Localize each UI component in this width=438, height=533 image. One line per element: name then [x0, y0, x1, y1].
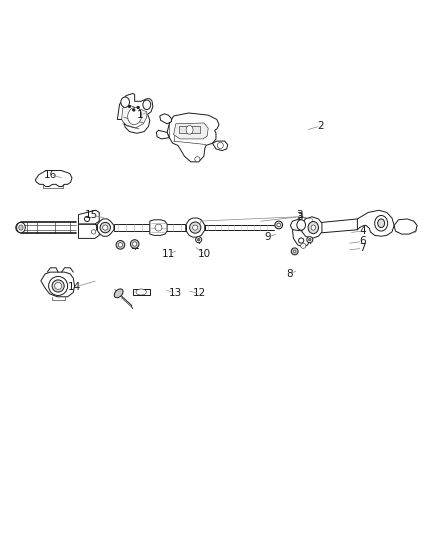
Polygon shape — [293, 230, 310, 247]
Ellipse shape — [299, 238, 304, 243]
Text: 9: 9 — [264, 232, 271, 242]
Polygon shape — [35, 171, 72, 187]
Text: 14: 14 — [67, 282, 81, 292]
Ellipse shape — [198, 238, 200, 241]
Polygon shape — [173, 123, 208, 139]
Ellipse shape — [133, 109, 135, 111]
Ellipse shape — [378, 219, 385, 228]
Polygon shape — [394, 219, 417, 234]
Ellipse shape — [193, 225, 198, 230]
Ellipse shape — [133, 242, 137, 246]
Text: 8: 8 — [286, 269, 293, 279]
Ellipse shape — [92, 230, 96, 234]
Ellipse shape — [85, 216, 90, 222]
Ellipse shape — [143, 100, 151, 109]
Ellipse shape — [102, 225, 108, 230]
Ellipse shape — [291, 248, 298, 255]
Polygon shape — [179, 126, 201, 133]
Polygon shape — [156, 130, 169, 139]
Ellipse shape — [217, 142, 223, 149]
Ellipse shape — [196, 237, 202, 243]
Text: 2: 2 — [317, 121, 324, 131]
Ellipse shape — [118, 243, 123, 247]
Ellipse shape — [128, 108, 141, 125]
Ellipse shape — [190, 222, 201, 233]
Ellipse shape — [186, 126, 193, 134]
Ellipse shape — [19, 225, 23, 230]
Ellipse shape — [308, 238, 311, 241]
Ellipse shape — [195, 157, 200, 162]
Ellipse shape — [116, 240, 125, 249]
Ellipse shape — [52, 280, 64, 292]
Ellipse shape — [155, 224, 162, 231]
Ellipse shape — [297, 220, 305, 230]
Ellipse shape — [308, 222, 318, 233]
Ellipse shape — [293, 250, 296, 253]
Polygon shape — [78, 224, 99, 238]
Polygon shape — [290, 217, 309, 232]
Text: 10: 10 — [198, 249, 211, 260]
Polygon shape — [186, 218, 205, 237]
Ellipse shape — [311, 225, 315, 230]
Ellipse shape — [307, 237, 313, 243]
Text: 6: 6 — [359, 237, 366, 246]
Ellipse shape — [275, 221, 283, 229]
Text: 3: 3 — [296, 212, 302, 222]
Ellipse shape — [100, 222, 110, 233]
Polygon shape — [150, 220, 167, 236]
Ellipse shape — [128, 105, 131, 108]
Polygon shape — [78, 211, 99, 224]
Ellipse shape — [137, 106, 139, 109]
Polygon shape — [133, 289, 150, 295]
Polygon shape — [97, 219, 114, 236]
Ellipse shape — [17, 222, 25, 233]
Text: 7: 7 — [359, 244, 366, 253]
Polygon shape — [357, 211, 394, 236]
Ellipse shape — [277, 223, 280, 227]
Ellipse shape — [136, 289, 146, 295]
Ellipse shape — [131, 240, 139, 248]
Polygon shape — [122, 104, 147, 128]
Text: 16: 16 — [44, 170, 57, 180]
Text: 13: 13 — [169, 288, 182, 298]
Ellipse shape — [301, 243, 306, 248]
Polygon shape — [212, 141, 228, 151]
Ellipse shape — [114, 289, 123, 298]
Text: 11: 11 — [161, 249, 175, 260]
Text: 4: 4 — [359, 226, 366, 236]
Ellipse shape — [374, 215, 388, 231]
Polygon shape — [41, 272, 74, 297]
Text: 1: 1 — [137, 110, 144, 120]
Text: 15: 15 — [85, 211, 98, 221]
Polygon shape — [160, 114, 171, 124]
Text: 3: 3 — [296, 211, 302, 221]
Ellipse shape — [121, 97, 130, 107]
Polygon shape — [302, 217, 322, 238]
Ellipse shape — [49, 277, 67, 295]
Polygon shape — [117, 93, 153, 133]
Ellipse shape — [55, 282, 62, 289]
Text: 12: 12 — [193, 288, 206, 298]
Polygon shape — [167, 113, 219, 162]
